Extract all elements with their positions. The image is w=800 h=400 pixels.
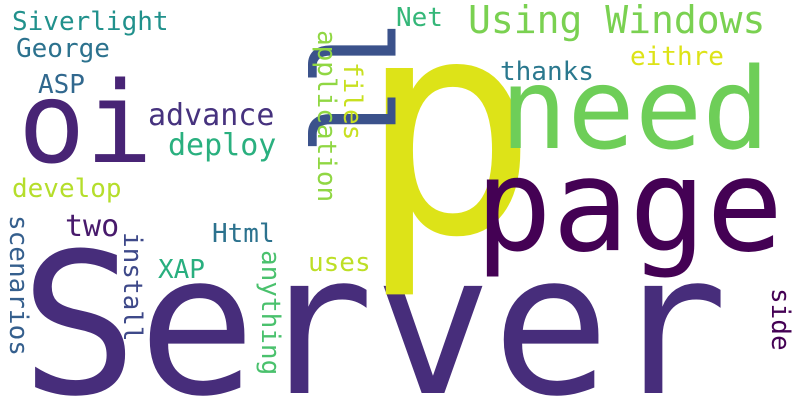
word-deploy: deploy [168, 128, 276, 163]
word-george: George [16, 34, 110, 64]
word-server: Server [20, 212, 728, 400]
word-asp: ASP [38, 70, 85, 100]
word-thanks: thanks [500, 57, 594, 87]
word-anything: anything [255, 250, 285, 375]
word-eithre: eithre [630, 42, 724, 72]
word-side: side [765, 288, 795, 351]
word-using-windows: Using Windows [468, 0, 765, 42]
word-install: install [117, 232, 147, 342]
word-net: Net [396, 3, 443, 33]
word-files: files [337, 62, 367, 140]
word-page: page [475, 132, 783, 281]
word-need: need [500, 45, 770, 175]
word-scenarios: scenarios [3, 215, 33, 356]
word-html: Html [212, 219, 275, 249]
word-develop: develop [12, 174, 122, 204]
word-oi: oi [18, 59, 153, 189]
word-uses-visible: uses [308, 248, 371, 278]
word-p: p [358, 0, 539, 303]
word-ll: ll [281, 20, 414, 157]
word-advance: advance [148, 98, 274, 133]
word-application: application [311, 30, 341, 202]
word-siverlight: Siverlight [12, 7, 169, 37]
word-xap: XAP [158, 255, 205, 285]
word-two: two [65, 209, 119, 244]
